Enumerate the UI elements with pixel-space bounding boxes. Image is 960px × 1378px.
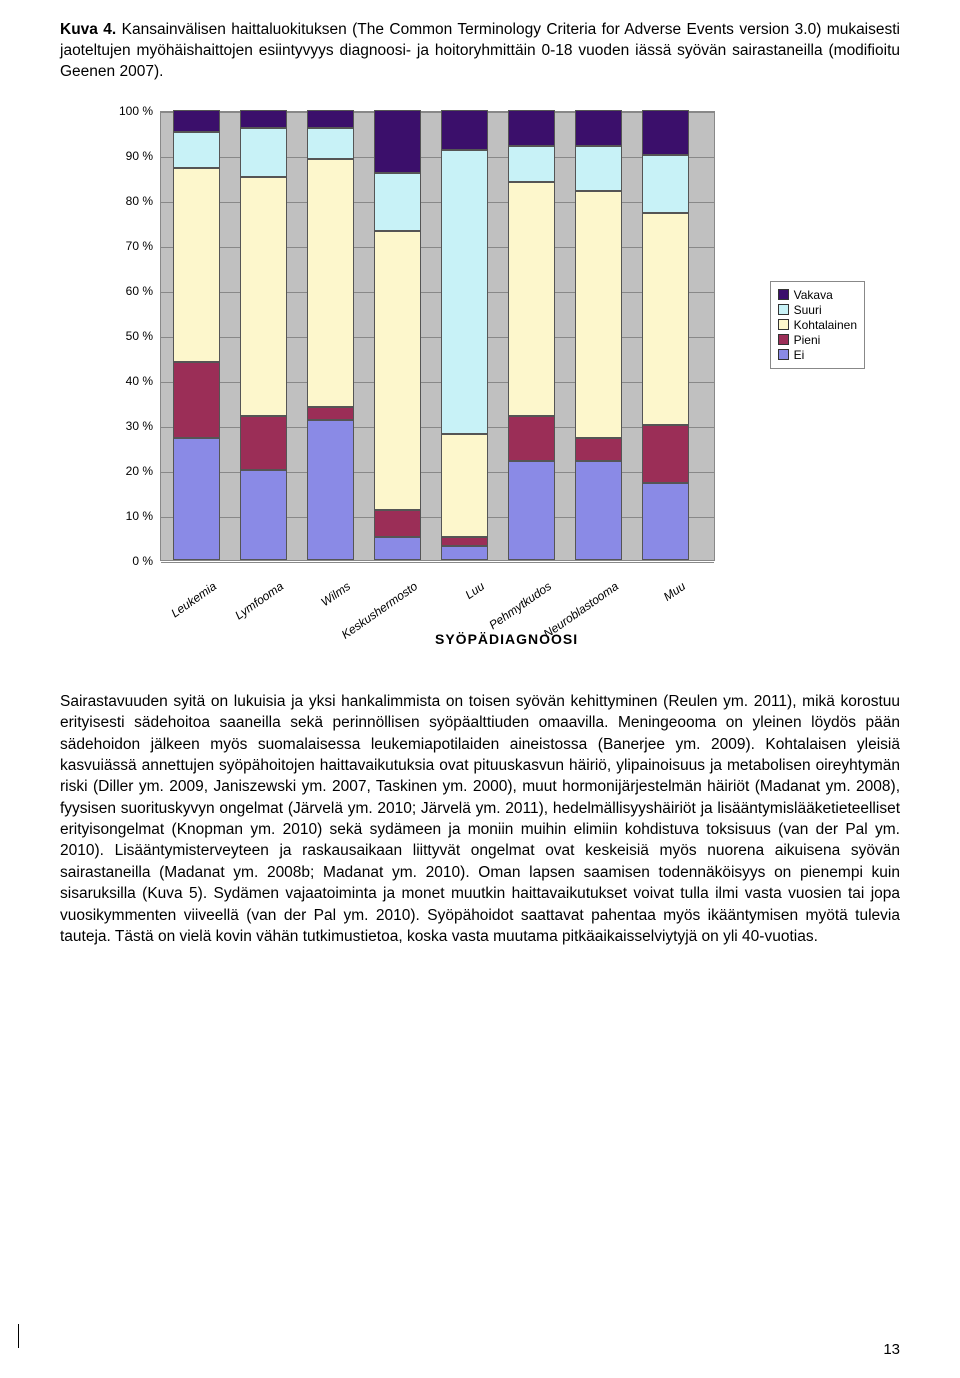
chart-container: VakavaSuuriKohtalainenPieniEi SYÖPÄDIAGN… bbox=[95, 101, 865, 661]
y-tick-label: 20 % bbox=[105, 464, 153, 478]
bar-segment-vakava bbox=[307, 110, 354, 128]
bar-segment-suuri bbox=[642, 155, 689, 214]
legend-item: Vakava bbox=[778, 288, 857, 302]
legend-item: Ei bbox=[778, 348, 857, 362]
figure-caption: Kuva 4. Kansainvälisen haittaluokituksen… bbox=[60, 20, 900, 83]
bar-segment-vakava bbox=[173, 110, 220, 133]
bar-segment-ei bbox=[441, 546, 488, 560]
plot-region bbox=[160, 111, 715, 561]
x-tick-label: Lymfooma bbox=[232, 579, 286, 622]
y-tick-label: 40 % bbox=[105, 374, 153, 388]
bar-segment-pieni bbox=[642, 425, 689, 484]
bar-segment-pieni bbox=[441, 537, 488, 546]
y-tick-label: 90 % bbox=[105, 149, 153, 163]
bar-segment-koht bbox=[240, 177, 287, 416]
caption-text: Kansainvälisen haittaluokituksen (The Co… bbox=[60, 21, 900, 80]
bar-segment-pieni bbox=[307, 407, 354, 421]
legend-swatch bbox=[778, 289, 789, 300]
legend-swatch bbox=[778, 319, 789, 330]
bar-segment-pieni bbox=[508, 416, 555, 461]
bar-segment-vakava bbox=[441, 110, 488, 151]
legend-swatch bbox=[778, 334, 789, 345]
bar-segment-suuri bbox=[307, 128, 354, 160]
bar-column bbox=[240, 112, 287, 560]
bar-segment-koht bbox=[575, 191, 622, 439]
y-tick-label: 0 % bbox=[105, 554, 153, 568]
legend-item: Pieni bbox=[778, 333, 857, 347]
y-tick-label: 60 % bbox=[105, 284, 153, 298]
legend-swatch bbox=[778, 304, 789, 315]
bar-segment-suuri bbox=[173, 132, 220, 168]
bar-segment-vakava bbox=[374, 110, 421, 173]
y-tick-label: 50 % bbox=[105, 329, 153, 343]
bar-column bbox=[441, 112, 488, 560]
bar-segment-ei bbox=[575, 461, 622, 560]
bar-segment-vakava bbox=[642, 110, 689, 155]
bar-segment-koht bbox=[307, 159, 354, 407]
bar-segment-pieni bbox=[173, 362, 220, 439]
bar-segment-pieni bbox=[374, 510, 421, 537]
bar-segment-suuri bbox=[508, 146, 555, 182]
bar-segment-pieni bbox=[240, 416, 287, 470]
x-tick-label: Luu bbox=[463, 579, 487, 602]
x-tick-label: Leukemia bbox=[168, 579, 219, 620]
x-tick-label: Pehmytkudos bbox=[486, 579, 554, 632]
x-tick-label: Muu bbox=[661, 579, 688, 604]
legend-item: Suuri bbox=[778, 303, 857, 317]
edit-mark bbox=[18, 1324, 22, 1348]
y-tick-label: 100 % bbox=[105, 104, 153, 118]
legend-label: Ei bbox=[794, 348, 805, 362]
gridline bbox=[161, 562, 714, 563]
y-tick-label: 10 % bbox=[105, 509, 153, 523]
bar-segment-koht bbox=[642, 213, 689, 425]
bar-segment-pieni bbox=[575, 438, 622, 461]
bar-segment-vakava bbox=[240, 110, 287, 128]
bar-segment-ei bbox=[307, 420, 354, 560]
bar-segment-ei bbox=[374, 537, 421, 560]
y-tick-label: 80 % bbox=[105, 194, 153, 208]
bar-segment-suuri bbox=[575, 146, 622, 191]
bar-column bbox=[508, 112, 555, 560]
bar-segment-koht bbox=[508, 182, 555, 416]
legend-item: Kohtalainen bbox=[778, 318, 857, 332]
x-tick-label: Wilms bbox=[318, 579, 353, 609]
bar-column bbox=[173, 112, 220, 560]
legend-label: Suuri bbox=[794, 303, 822, 317]
page-number: 13 bbox=[883, 1341, 900, 1358]
caption-label: Kuva 4. bbox=[60, 21, 116, 38]
bar-segment-ei bbox=[240, 470, 287, 560]
bar-segment-suuri bbox=[374, 173, 421, 232]
legend-swatch bbox=[778, 349, 789, 360]
bar-segment-ei bbox=[173, 438, 220, 560]
bar-column bbox=[642, 112, 689, 560]
y-tick-label: 30 % bbox=[105, 419, 153, 433]
body-paragraph: Sairastavuuden syitä on lukuisia ja yksi… bbox=[60, 691, 900, 948]
bar-segment-vakava bbox=[575, 110, 622, 146]
legend-label: Vakava bbox=[794, 288, 833, 302]
legend-label: Pieni bbox=[794, 333, 821, 347]
bar-column bbox=[374, 112, 421, 560]
bar-segment-ei bbox=[642, 483, 689, 560]
legend-label: Kohtalainen bbox=[794, 318, 857, 332]
legend: VakavaSuuriKohtalainenPieniEi bbox=[770, 281, 865, 369]
bar-segment-vakava bbox=[508, 110, 555, 146]
bar-segment-koht bbox=[374, 231, 421, 510]
bar-column bbox=[575, 112, 622, 560]
bar-segment-koht bbox=[173, 168, 220, 362]
y-tick-label: 70 % bbox=[105, 239, 153, 253]
bar-segment-koht bbox=[441, 434, 488, 538]
bar-segment-suuri bbox=[441, 150, 488, 434]
bar-segment-suuri bbox=[240, 128, 287, 178]
bar-column bbox=[307, 112, 354, 560]
bar-segment-ei bbox=[508, 461, 555, 560]
